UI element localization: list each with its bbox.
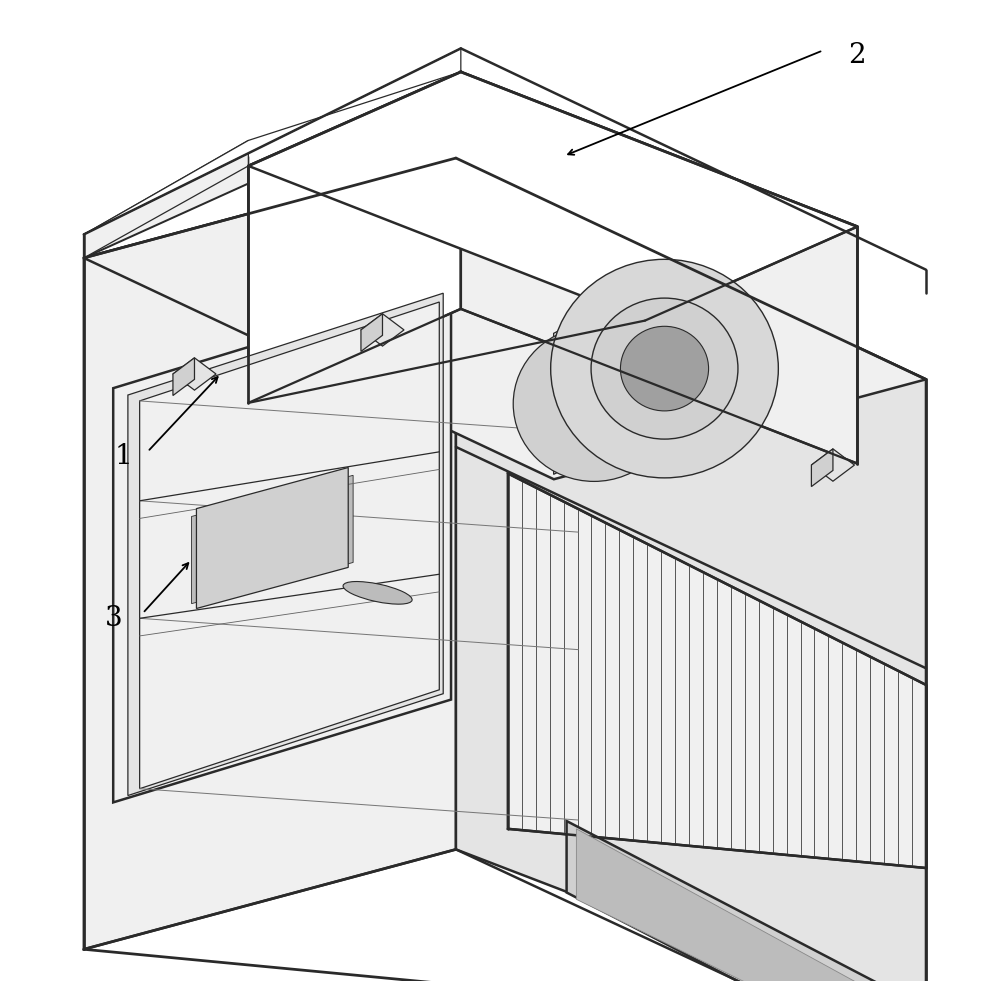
Ellipse shape [343,581,412,604]
Polygon shape [84,48,461,235]
Polygon shape [173,357,194,396]
Polygon shape [84,140,248,258]
Polygon shape [248,72,461,403]
Polygon shape [461,72,857,464]
Ellipse shape [591,299,738,439]
Text: 1: 1 [114,443,132,470]
Polygon shape [113,286,451,802]
Polygon shape [84,158,926,479]
Polygon shape [361,314,404,346]
Polygon shape [811,449,854,481]
Ellipse shape [591,299,738,439]
Polygon shape [173,357,216,390]
Polygon shape [361,314,382,352]
Polygon shape [508,473,926,868]
Ellipse shape [513,326,675,481]
Polygon shape [84,158,456,950]
Polygon shape [140,302,439,789]
Polygon shape [554,299,624,474]
Ellipse shape [620,326,709,410]
Polygon shape [567,821,892,982]
Polygon shape [576,829,882,982]
Text: 2: 2 [849,42,866,69]
Polygon shape [192,475,353,604]
Polygon shape [456,158,926,982]
Polygon shape [196,467,348,609]
Polygon shape [248,72,857,320]
Polygon shape [811,449,833,487]
Polygon shape [84,158,248,258]
Ellipse shape [551,259,778,478]
Polygon shape [128,294,443,795]
Text: 3: 3 [104,605,122,631]
